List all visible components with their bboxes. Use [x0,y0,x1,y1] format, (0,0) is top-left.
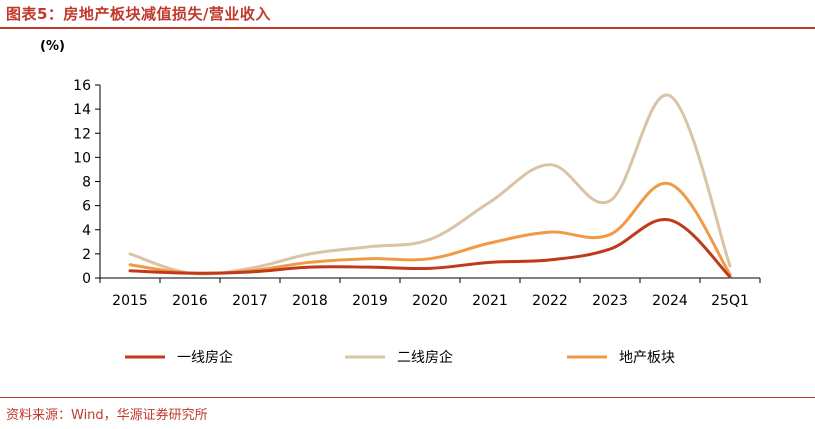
y-tick-label: 4 [82,223,91,239]
series-line-2 [128,93,732,276]
x-tick-label: 2022 [532,293,568,309]
y-tick-label: 16 [73,78,91,94]
x-tick-label: 2019 [352,293,388,309]
axes: (%) 0 2 4 6 8 10 12 14 16 2015 2016 2017 2018 2019 2020… [40,39,761,309]
x-tick-label: 2024 [652,293,688,309]
y-tick-label: 2 [82,247,91,263]
y-tick-label: 8 [82,175,91,191]
legend-label-2: 二线房企 [397,349,453,366]
y-tick-label: 6 [82,199,91,215]
y-tick-label: 14 [73,102,91,118]
legend: 一线房企 二线房企 地产板块 [125,349,675,366]
series-layer [128,93,732,279]
legend-label-1: 一线房企 [177,349,233,366]
x-tick-label: 2021 [472,293,508,309]
x-tick-label: 2023 [592,293,628,309]
x-tick-label: 25Q1 [711,293,749,309]
header-rule [0,27,815,29]
y-tick-label: 12 [73,126,91,142]
x-tick-label: 2015 [112,293,148,309]
chart-title: 图表5：房地产板块减值损失/营业收入 [6,5,271,23]
y-tick-label: 10 [73,150,91,166]
y-tick-label: 0 [82,271,91,287]
x-tick-label: 2016 [172,293,208,309]
source-note: 资料来源：Wind，华源证券研究所 [6,408,208,423]
x-tick-label: 2017 [232,293,268,309]
y-axis-label: (%) [40,39,65,54]
series-line-1 [128,218,732,279]
x-tick-label: 2020 [412,293,448,309]
legend-label-3: 地产板块 [619,350,675,366]
footer-rule [0,397,815,398]
x-tick-label: 2018 [292,293,328,309]
